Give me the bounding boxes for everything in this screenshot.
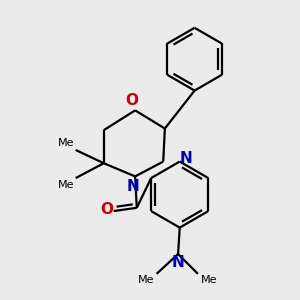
Text: Me: Me [58, 138, 74, 148]
Text: N: N [127, 179, 140, 194]
Text: Me: Me [200, 275, 217, 286]
Text: Me: Me [137, 275, 154, 286]
Text: N: N [180, 151, 193, 166]
Text: Me: Me [58, 180, 74, 190]
Text: O: O [100, 202, 113, 217]
Text: N: N [172, 255, 184, 270]
Text: O: O [125, 93, 138, 108]
